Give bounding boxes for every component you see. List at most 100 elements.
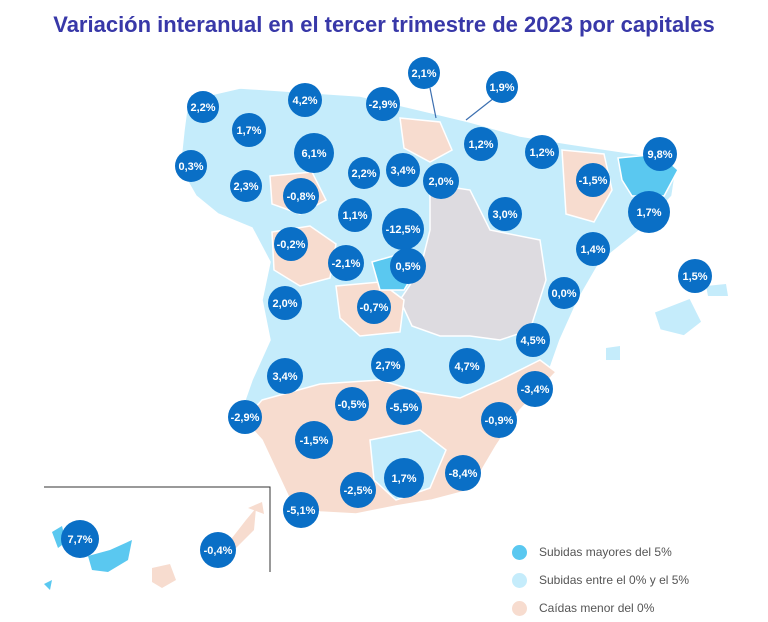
- bubble-circle: [678, 259, 712, 293]
- bubble-circle: [267, 358, 303, 394]
- value-bubble: 1,9%: [486, 71, 518, 103]
- bubble-value-label: 2,0%: [272, 298, 297, 310]
- bubble-value-label: -0,7%: [360, 302, 389, 314]
- bubble-value-label: 1,1%: [342, 210, 367, 222]
- bubble-value-label: 2,7%: [375, 360, 400, 372]
- value-bubble: -5,5%: [386, 389, 422, 425]
- value-bubble: -2,9%: [228, 400, 262, 434]
- bubble-value-label: -2,1%: [332, 258, 361, 270]
- bubble-circle: [187, 91, 219, 123]
- value-bubble: -2,9%: [366, 87, 400, 121]
- value-bubble: -12,5%: [382, 208, 424, 250]
- island-gran-canaria: [152, 564, 176, 588]
- value-bubble: 9,8%: [643, 137, 677, 171]
- legend-item-low: Caídas menor del 0%: [512, 594, 689, 622]
- region-peach-north: [399, 117, 453, 163]
- bubble-value-label: 1,7%: [236, 125, 261, 137]
- bubble-circle: [61, 520, 99, 558]
- bubble-circle: [643, 137, 677, 171]
- bubble-value-label: 2,2%: [351, 168, 376, 180]
- value-bubble: 2,2%: [187, 91, 219, 123]
- value-bubble: -0,7%: [357, 290, 391, 324]
- bubble-circle: [548, 277, 580, 309]
- value-bubble: 0,3%: [175, 150, 207, 182]
- value-bubble: 3,0%: [488, 197, 522, 231]
- bubble-value-label: -2,5%: [344, 485, 373, 497]
- value-bubble: 4,7%: [449, 348, 485, 384]
- value-bubble: 2,7%: [371, 348, 405, 382]
- bubble-value-label: 1,9%: [489, 82, 514, 94]
- leader-line-1: [429, 87, 437, 119]
- bubble-value-label: -5,5%: [390, 402, 419, 414]
- value-bubble: -0,8%: [283, 178, 319, 214]
- bubble-circle: [175, 150, 207, 182]
- bubble-circle: [481, 402, 517, 438]
- value-bubble: 4,5%: [516, 323, 550, 357]
- bubble-circle: [486, 71, 518, 103]
- island-tenerife: [88, 540, 132, 572]
- value-bubble: -2,1%: [328, 245, 364, 281]
- island-mallorca: [653, 297, 703, 337]
- value-bubble: 0,0%: [548, 277, 580, 309]
- bubble-value-label: 1,7%: [391, 473, 416, 485]
- bubble-circle: [288, 83, 322, 117]
- bubble-circle: [338, 198, 372, 232]
- value-bubble: 1,7%: [232, 113, 266, 147]
- island-lanzarote: [248, 502, 264, 514]
- value-bubble: 2,0%: [423, 163, 459, 199]
- bubble-circle: [283, 178, 319, 214]
- bubble-circle: [517, 371, 553, 407]
- bubble-value-label: 3,0%: [492, 209, 517, 221]
- value-bubble: -5,1%: [283, 492, 319, 528]
- value-bubble: -3,4%: [517, 371, 553, 407]
- bubble-value-label: 6,1%: [301, 148, 326, 160]
- bubble-circle: [488, 197, 522, 231]
- value-bubble: 2,3%: [230, 170, 262, 202]
- value-bubble: 4,2%: [288, 83, 322, 117]
- legend-label-high: Subidas mayores del 5%: [539, 545, 672, 559]
- bubble-circle: [525, 135, 559, 169]
- bubble-value-label: -0,5%: [338, 399, 367, 411]
- bubble-value-label: -0,8%: [287, 191, 316, 203]
- bubble-circle: [445, 455, 481, 491]
- bubble-value-label: 2,0%: [428, 176, 453, 188]
- bubble-circle: [295, 421, 333, 459]
- value-bubble: 2,1%: [408, 57, 440, 89]
- bubble-value-label: 3,4%: [390, 165, 415, 177]
- bubble-value-label: -8,4%: [449, 468, 478, 480]
- bubble-circle: [340, 472, 376, 508]
- value-bubble: 1,2%: [464, 127, 498, 161]
- bubble-value-label: 0,3%: [178, 161, 203, 173]
- bubble-circle: [386, 389, 422, 425]
- legend-item-high: Subidas mayores del 5%: [512, 538, 689, 566]
- island-hierro: [44, 580, 52, 590]
- bubble-value-label: 0,0%: [551, 288, 576, 300]
- value-bubble: -8,4%: [445, 455, 481, 491]
- canary-inset-frame: [44, 486, 271, 572]
- bubble-circle: [268, 286, 302, 320]
- bubble-circle: [274, 227, 308, 261]
- bubble-circle: [382, 208, 424, 250]
- value-bubble: 3,4%: [386, 153, 420, 187]
- bubble-value-label: 7,7%: [67, 534, 92, 546]
- bubble-circle: [408, 57, 440, 89]
- bubble-value-label: 1,2%: [529, 147, 554, 159]
- bubble-value-label: 1,4%: [580, 244, 605, 256]
- map-title: Variación interanual en el tercer trimes…: [53, 12, 715, 37]
- value-bubble: -0,9%: [481, 402, 517, 438]
- bubble-circle: [335, 387, 369, 421]
- value-bubble: -0,4%: [200, 532, 236, 568]
- bubble-value-label: -1,5%: [300, 435, 329, 447]
- value-bubble: -1,5%: [295, 421, 333, 459]
- bubble-circle: [230, 170, 262, 202]
- legend-swatch-low: [512, 600, 527, 616]
- bubble-value-label: -2,9%: [369, 99, 398, 111]
- value-bubbles: 2,2% 4,2% -2,9% 2,1% 1,9% 1,7% 0,3% 6,1% 1,2% 1,2…: [61, 57, 712, 568]
- bubble-circle: [200, 532, 236, 568]
- bubble-value-label: -0,4%: [204, 545, 233, 557]
- bubble-value-label: 2,2%: [190, 102, 215, 114]
- value-bubble: 1,5%: [678, 259, 712, 293]
- bubble-circle: [283, 492, 319, 528]
- bubble-circle: [384, 458, 424, 498]
- bubble-value-label: 9,8%: [647, 149, 672, 161]
